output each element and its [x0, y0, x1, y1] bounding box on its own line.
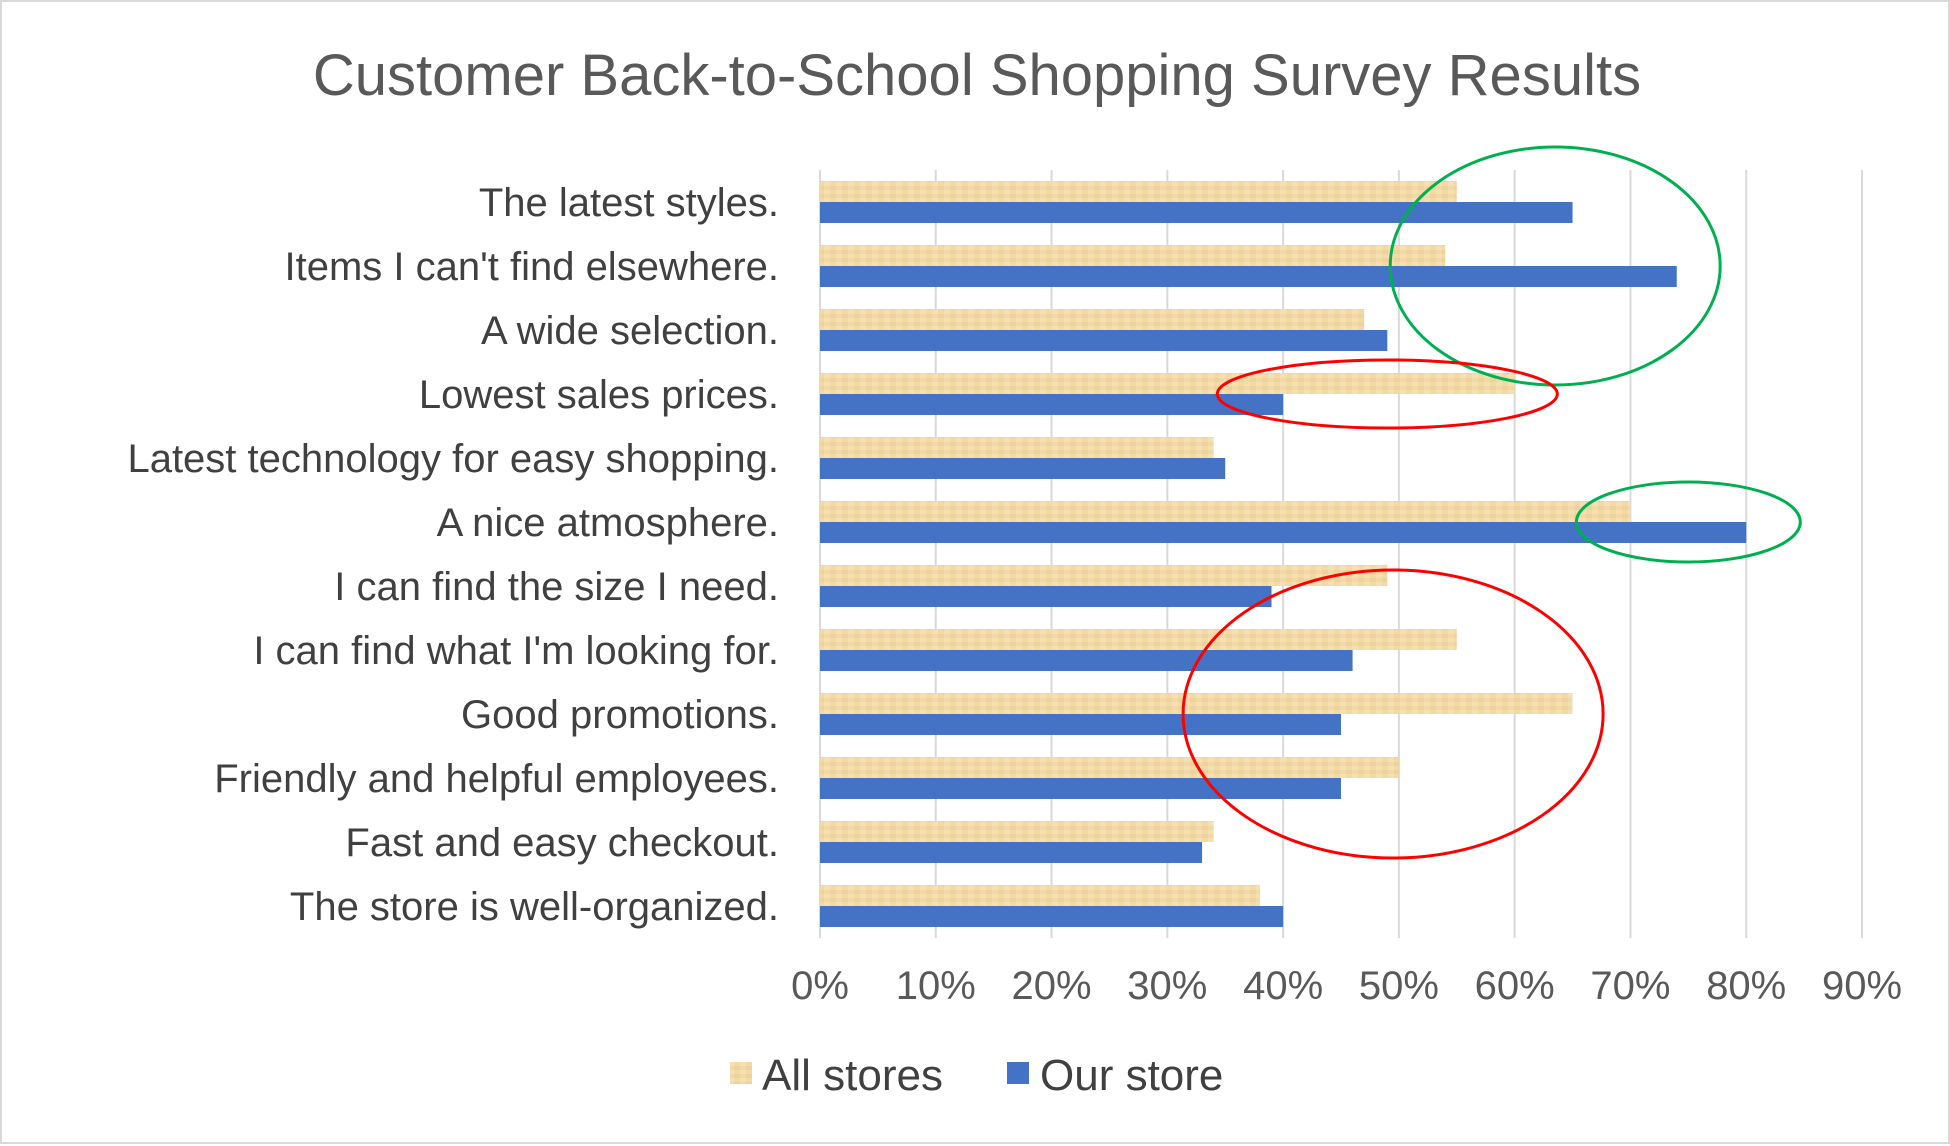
- x-tick-label: 50%: [1359, 964, 1439, 1008]
- bar-all-stores-good-promotions: [820, 693, 1573, 714]
- bar-our-store-a-nice-atmosphere: [820, 522, 1747, 543]
- bar-all-stores-a-wide-selection: [820, 309, 1365, 330]
- x-tick-label: 30%: [1127, 964, 1207, 1008]
- category-label: I can find the size I need.: [334, 565, 779, 609]
- legend-label-all-stores: All stores: [762, 1051, 943, 1100]
- bar-our-store-friendly-and-helpful-employees: [820, 778, 1341, 799]
- annotation-ellipses: [1181, 145, 1802, 860]
- bar-all-stores-latest-technology-for-easy-shopping: [820, 437, 1214, 458]
- x-tick-label: 0%: [791, 964, 849, 1008]
- legend-label-our-store: Our store: [1040, 1051, 1223, 1100]
- bar-all-stores-fast-and-easy-checkout: [820, 821, 1214, 842]
- bar-our-store-the-latest-styles: [820, 202, 1573, 223]
- x-tick-label: 70%: [1590, 964, 1670, 1008]
- bars: [820, 181, 1747, 927]
- x-tick-label: 40%: [1243, 964, 1323, 1008]
- x-tick-label: 10%: [896, 964, 976, 1008]
- x-tick-label: 20%: [1012, 964, 1092, 1008]
- bar-all-stores-the-store-is-well-organized: [820, 885, 1260, 906]
- category-label: A nice atmosphere.: [437, 501, 779, 545]
- legend-swatch-all-stores: [730, 1062, 752, 1084]
- category-label: Fast and easy checkout.: [345, 821, 779, 865]
- bar-all-stores-lowest-sales-prices: [820, 373, 1515, 394]
- category-label: Latest technology for easy shopping.: [127, 437, 779, 481]
- category-label: The latest styles.: [479, 181, 779, 225]
- x-axis-tick-labels: 0% 10% 20% 30% 40% 50% 60% 70% 80% 90%: [791, 964, 1902, 1008]
- gridlines: [819, 170, 1863, 938]
- bar-all-stores-a-nice-atmosphere: [820, 501, 1631, 522]
- annotation-ellipse: [1215, 358, 1559, 430]
- bar-our-store-items-i-can-t-find-elsewhere: [820, 266, 1677, 287]
- bar-our-store-the-store-is-well-organized: [820, 906, 1284, 927]
- annotation-ellipse: [1574, 480, 1802, 564]
- x-tick-label: 60%: [1475, 964, 1555, 1008]
- category-labels: The latest styles. Items I can't find els…: [127, 181, 779, 929]
- bar-our-store-fast-and-easy-checkout: [820, 842, 1203, 863]
- bar-our-store-latest-technology-for-easy-shopping: [820, 458, 1226, 479]
- bar-all-stores-items-i-can-t-find-elsewhere: [820, 245, 1446, 266]
- category-label: Lowest sales prices.: [419, 373, 779, 417]
- category-label: I can find what I'm looking for.: [253, 629, 779, 673]
- category-label: Friendly and helpful employees.: [214, 757, 779, 801]
- bar-our-store-i-can-find-the-size-i-need: [820, 586, 1272, 607]
- category-label: Items I can't find elsewhere.: [284, 245, 779, 289]
- x-tick-label: 80%: [1706, 964, 1786, 1008]
- bar-all-stores-i-can-find-the-size-i-need: [820, 565, 1388, 586]
- legend: All stores Our store: [730, 1051, 1223, 1100]
- category-label: Good promotions.: [461, 693, 779, 737]
- chart-title: Customer Back-to-School Shopping Survey …: [313, 43, 1641, 108]
- bar-our-store-good-promotions: [820, 714, 1341, 735]
- bar-our-store-lowest-sales-prices: [820, 394, 1284, 415]
- bar-all-stores-friendly-and-helpful-employees: [820, 757, 1399, 778]
- x-tick-label: 90%: [1822, 964, 1902, 1008]
- annotation-ellipse: [1388, 145, 1722, 387]
- bar-our-store-i-can-find-what-i-m-looking-for: [820, 650, 1353, 671]
- bar-all-stores-the-latest-styles: [820, 181, 1457, 202]
- annotation-ellipse: [1181, 568, 1605, 860]
- category-label: A wide selection.: [481, 309, 779, 353]
- legend-swatch-our-store: [1007, 1062, 1029, 1084]
- bar-our-store-a-wide-selection: [820, 330, 1388, 351]
- bar-all-stores-i-can-find-what-i-m-looking-for: [820, 629, 1457, 650]
- category-label: The store is well-organized.: [290, 885, 779, 929]
